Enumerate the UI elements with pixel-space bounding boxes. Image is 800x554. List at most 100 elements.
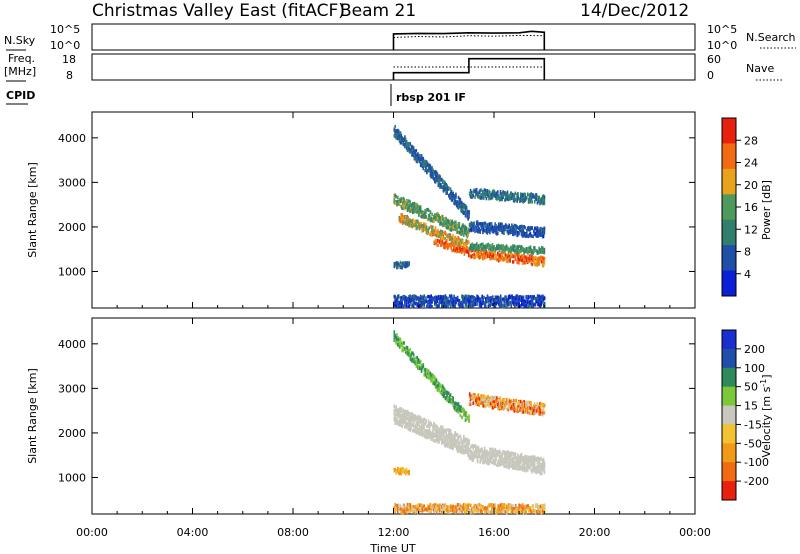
scatter-cell [479, 509, 482, 513]
scatter-cell [533, 261, 535, 265]
scatter-cell [397, 339, 400, 344]
scatter-cell [408, 509, 410, 514]
scatter-cell [411, 204, 413, 208]
scatter-cell [531, 195, 533, 200]
scatter-cell [481, 401, 483, 405]
scatter-cell [530, 400, 532, 405]
scatter-cell [417, 224, 419, 229]
scatter-cell [431, 296, 433, 300]
scatter-cell [423, 223, 425, 228]
scatter-cell [467, 446, 469, 450]
scatter-cell [475, 253, 477, 257]
scatter-cell [514, 452, 517, 456]
freq-right-tick-top: 60 [707, 53, 721, 66]
scatter-cell [449, 187, 452, 191]
scatter-cell [512, 229, 514, 233]
scatter-cell [526, 227, 529, 231]
scatter-cell [455, 443, 457, 447]
scatter-cell [415, 355, 418, 360]
scatter-cell [401, 138, 403, 142]
scatter-cell [519, 407, 522, 411]
scatter-cell [535, 470, 538, 475]
scatter-cell [491, 243, 494, 247]
scatter-cell [502, 195, 504, 199]
scatter-cell [494, 395, 496, 400]
scatter-cell [446, 246, 449, 251]
scatter-cell [523, 225, 525, 229]
scatter-cell [439, 240, 441, 244]
scatter-cell [505, 452, 508, 456]
scatter-cell [497, 244, 499, 248]
scatter-cell [517, 404, 519, 408]
scatter-cell [478, 399, 481, 404]
scatter-cell [444, 503, 447, 507]
scatter-cell [465, 239, 467, 243]
scatter-cell [466, 213, 469, 218]
scatter-cell [402, 414, 404, 419]
scatter-cell [408, 208, 410, 212]
scatter-cell [476, 252, 479, 256]
scatter-cell [455, 201, 458, 205]
scatter-cell [501, 248, 503, 252]
colorbar-tick-label: 4 [744, 268, 751, 281]
scatter-cell [480, 505, 483, 509]
scatter-cell [448, 226, 451, 230]
scatter-cell [393, 261, 396, 266]
scatter-cell [539, 407, 541, 411]
station-title: Christmas Valley East (fitACF) [92, 1, 345, 21]
scatter-cell [405, 470, 408, 474]
scatter-cell [494, 300, 497, 305]
scatter-cell [472, 458, 474, 462]
scatter-cell [483, 247, 486, 251]
scatter-cell [511, 254, 513, 259]
scatter-cell [464, 294, 467, 298]
scatter-cell [500, 458, 503, 462]
scatter-cell [409, 299, 411, 304]
scatter-cell [477, 296, 480, 300]
scatter-cell [498, 249, 501, 253]
scatter-cell [499, 304, 502, 309]
scatter-cell [490, 252, 492, 256]
scatter-cell [441, 214, 443, 219]
scatter-cell [535, 300, 537, 304]
scatter-cell [528, 199, 531, 203]
scatter-cell [410, 419, 412, 424]
scatter-cell [522, 406, 525, 410]
scatter-cell [422, 420, 425, 424]
scatter-cell [439, 300, 441, 304]
scatter-cell [501, 461, 503, 465]
scatter-cell [409, 296, 411, 300]
scatter-cell [424, 214, 426, 218]
scatter-cell [421, 504, 424, 508]
scatter-cell [491, 246, 494, 250]
scatter-cell [400, 468, 403, 472]
scatter-cell [444, 216, 447, 221]
scatter-cell [503, 297, 505, 301]
scatter-cell [514, 460, 517, 465]
scatter-cell [448, 441, 450, 446]
scatter-cell [501, 304, 504, 309]
scatter-cell [539, 257, 541, 261]
scatter-cell [399, 131, 402, 135]
scatter-cell [534, 263, 537, 267]
scatter-cell [498, 296, 500, 300]
scatter-cell [502, 297, 505, 302]
scatter-cell [434, 241, 437, 246]
scatter-cell [481, 247, 483, 251]
scatter-cell [543, 231, 546, 235]
scatter-cell [412, 149, 415, 153]
scatter-cell [412, 300, 415, 304]
scatter-cell [428, 298, 431, 303]
scatter-cell [503, 403, 505, 408]
scatter-cell [498, 302, 500, 307]
scatter-cell [470, 444, 473, 448]
scatter-cell [402, 295, 404, 299]
scatter-cell [519, 249, 521, 253]
scatter-cell [412, 424, 415, 428]
scatter-cell [522, 403, 525, 407]
scatter-cell [441, 214, 444, 219]
scatter-cell [434, 218, 437, 222]
scatter-cell [508, 224, 510, 229]
scatter-cell [457, 503, 460, 507]
scatter-cell [411, 351, 413, 355]
